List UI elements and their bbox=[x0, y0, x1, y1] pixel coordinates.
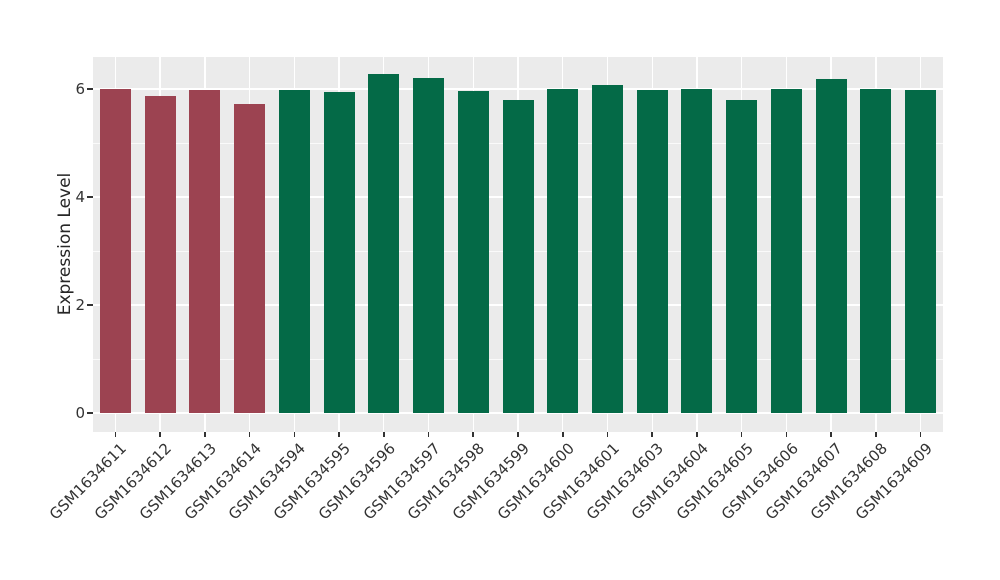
bar-GSM1634601 bbox=[591, 85, 623, 413]
bar-GSM1634603 bbox=[636, 89, 668, 413]
y-tick-label: 0 bbox=[75, 404, 85, 422]
x-tick-mark bbox=[427, 432, 430, 437]
bar-GSM1634599 bbox=[502, 99, 534, 413]
x-tick-mark bbox=[651, 432, 653, 437]
bar-GSM1634607 bbox=[815, 78, 847, 413]
x-tick-mark bbox=[382, 432, 385, 437]
bar-GSM1634611 bbox=[99, 89, 131, 413]
x-tick-mark bbox=[606, 432, 609, 437]
y-tick-label: 2 bbox=[75, 296, 85, 314]
bar-GSM1634614 bbox=[234, 103, 266, 413]
x-tick-mark bbox=[785, 432, 788, 437]
x-tick-mark bbox=[830, 432, 832, 437]
x-tick-mark bbox=[204, 432, 206, 437]
x-tick-mark bbox=[740, 432, 743, 437]
x-tick-mark bbox=[159, 432, 161, 437]
y-tick-label: 4 bbox=[75, 188, 85, 206]
x-tick-mark bbox=[338, 432, 340, 437]
x-tick-mark bbox=[561, 432, 564, 437]
bar-GSM1634605 bbox=[726, 100, 758, 413]
x-tick-mark bbox=[293, 432, 296, 437]
bar-GSM1634596 bbox=[368, 73, 400, 413]
bar-GSM1634595 bbox=[323, 92, 355, 413]
x-tick-mark bbox=[517, 432, 519, 437]
x-tick-mark bbox=[472, 432, 475, 437]
x-tick-mark bbox=[875, 432, 877, 437]
bar-GSM1634597 bbox=[413, 78, 445, 413]
bar-GSM1634600 bbox=[547, 89, 579, 413]
bar-GSM1634598 bbox=[457, 91, 489, 413]
x-tick-mark bbox=[696, 432, 698, 437]
bar-GSM1634608 bbox=[860, 89, 892, 413]
bar-GSM1634609 bbox=[905, 89, 937, 413]
bar-GSM1634606 bbox=[770, 89, 802, 413]
bar-GSM1634604 bbox=[681, 89, 713, 413]
x-tick-mark bbox=[114, 432, 117, 437]
y-tick-mark bbox=[87, 412, 93, 414]
x-tick-mark bbox=[248, 432, 251, 437]
x-tick-mark bbox=[919, 432, 922, 437]
y-tick-mark bbox=[87, 88, 93, 90]
plot-panel bbox=[93, 57, 943, 432]
bar-GSM1634612 bbox=[144, 96, 176, 413]
y-tick-mark bbox=[87, 304, 93, 306]
y-tick-label: 6 bbox=[75, 80, 85, 98]
y-tick-mark bbox=[87, 196, 93, 198]
bar-GSM1634613 bbox=[189, 89, 221, 413]
bar-GSM1634594 bbox=[278, 89, 310, 413]
